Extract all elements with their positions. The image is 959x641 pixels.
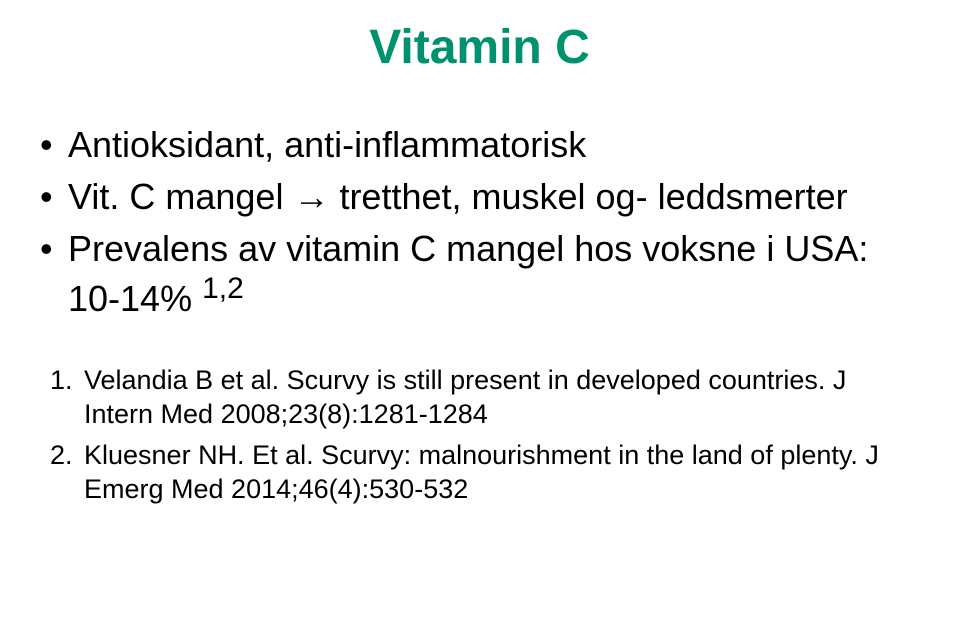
bullet-text: Antioksidant, anti-inflammatorisk	[68, 124, 586, 165]
slide: Vitamin C Antioksidant, anti-inflammator…	[0, 0, 959, 641]
bullet-text: Vit. C mangel → tretthet, muskel og- led…	[68, 176, 848, 217]
reference-text: Kluesner NH. Et al. Scurvy: malnourishme…	[84, 440, 879, 505]
reference-item: Kluesner NH. Et al. Scurvy: malnourishme…	[80, 438, 919, 507]
bullet-text: Prevalens av vitamin C mangel hos voksne…	[68, 228, 868, 319]
reference-item: Velandia B et al. Scurvy is still presen…	[80, 363, 919, 432]
bullet-item: Prevalens av vitamin C mangel hos voksne…	[40, 227, 919, 321]
reference-text: Velandia B et al. Scurvy is still presen…	[84, 365, 846, 430]
bullet-list: Antioksidant, anti-inflammatorisk Vit. C…	[40, 123, 919, 321]
slide-title: Vitamin C	[40, 20, 919, 75]
bullet-item: Antioksidant, anti-inflammatorisk	[40, 123, 919, 167]
bullet-superscript: 1,2	[202, 272, 244, 305]
reference-list: Velandia B et al. Scurvy is still presen…	[40, 363, 919, 507]
bullet-item: Vit. C mangel → tretthet, muskel og- led…	[40, 175, 919, 219]
